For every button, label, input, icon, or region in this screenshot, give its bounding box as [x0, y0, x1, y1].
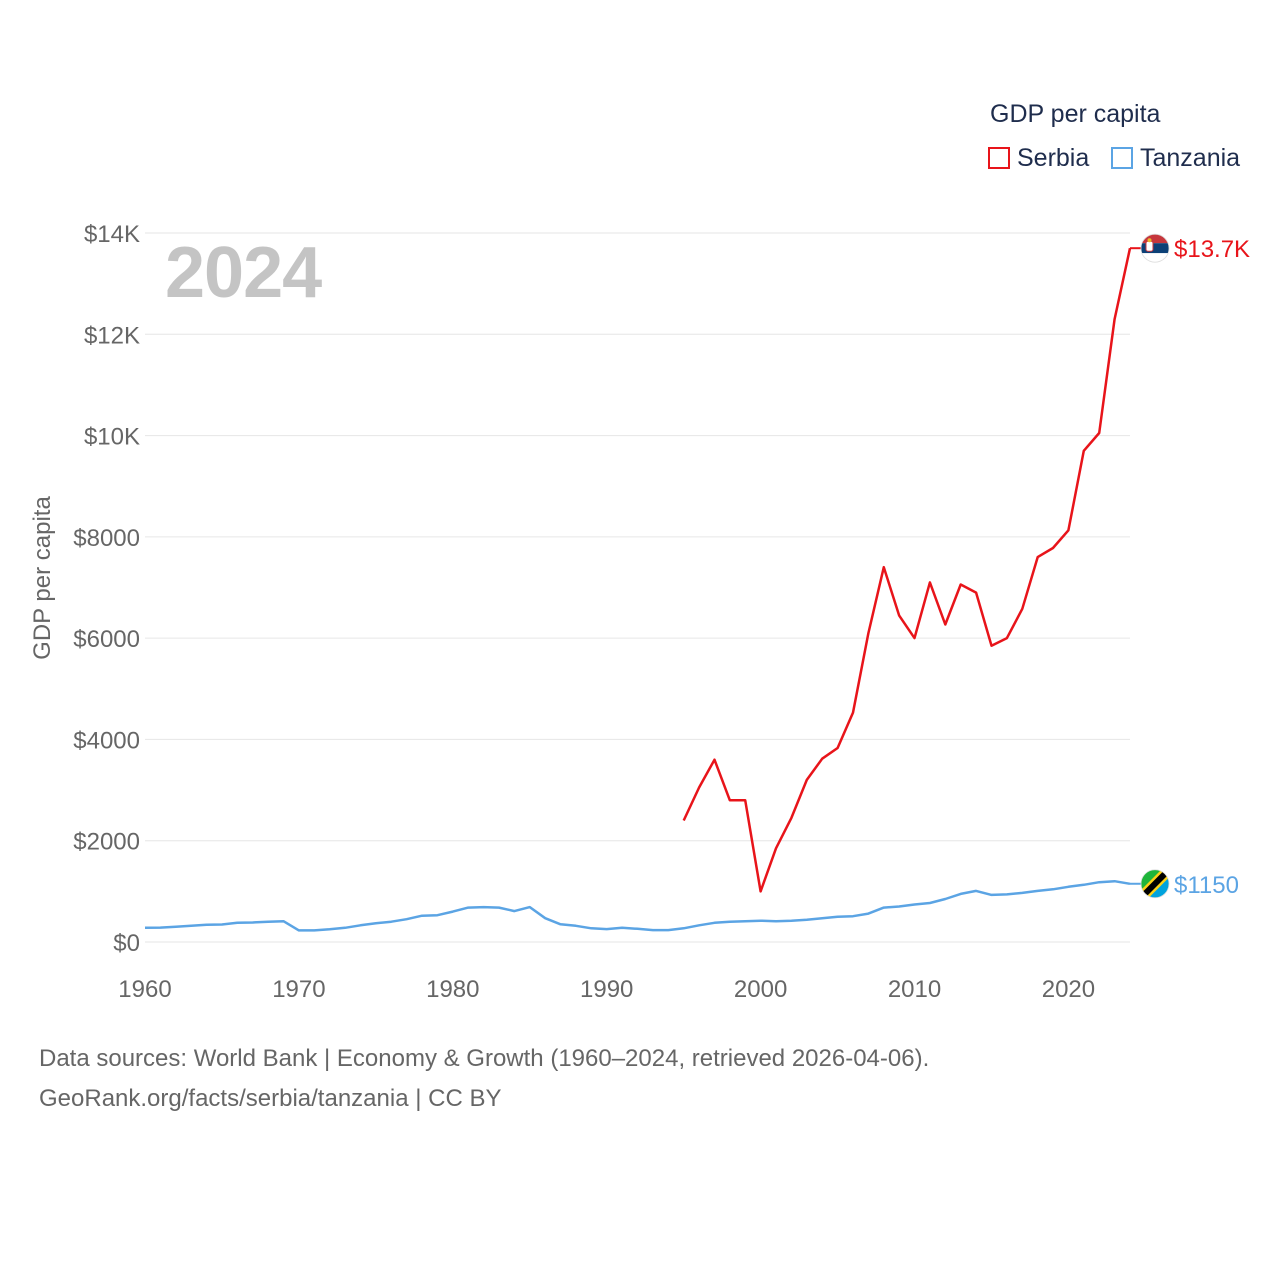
- y-tick-label: $14K: [84, 221, 140, 248]
- year-watermark: 2024: [165, 233, 322, 313]
- legend-title: GDP per capita: [990, 100, 1161, 128]
- y-tick-label: $8000: [73, 525, 140, 552]
- y-tick-label: $10K: [84, 424, 140, 451]
- y-tick-label: $6000: [73, 626, 140, 653]
- grid-lines: [145, 232, 1130, 943]
- series-end-markers: $13.7K $1150: [1130, 233, 1250, 899]
- x-tick-label: 1990: [580, 976, 633, 1003]
- legend-label-tanzania: Tanzania: [1140, 143, 1241, 172]
- series-line-tanzania[interactable]: [144, 879, 1131, 932]
- legend-item-tanzania[interactable]: Tanzania: [1111, 143, 1240, 173]
- serbia-flag-icon: [1140, 233, 1170, 263]
- x-tick-label: 2010: [888, 976, 941, 1003]
- y-tick-label: $0: [113, 930, 140, 957]
- data-source-note: Data sources: World Bank | Economy & Gro…: [39, 1045, 930, 1072]
- y-tick-label: $12K: [84, 322, 140, 349]
- y-tick-label: $2000: [73, 829, 140, 856]
- x-tick-label: 2000: [734, 976, 787, 1003]
- legend-item-serbia[interactable]: Serbia: [988, 143, 1089, 173]
- y-axis-ticks: $0 $2000 $4000 $6000 $8000 $10K $12K $14K: [73, 221, 140, 957]
- legend-swatch-serbia: [988, 147, 1010, 169]
- legend-swatch-tanzania: [1111, 147, 1133, 169]
- end-value-label-tanzania: $1150: [1174, 872, 1239, 899]
- x-tick-label: 1970: [272, 976, 325, 1003]
- source-link[interactable]: GeoRank.org/facts/serbia/tanzania | CC B…: [39, 1085, 502, 1112]
- series-lines: [144, 247, 1132, 932]
- legend-label-serbia: Serbia: [1017, 143, 1090, 172]
- series-line-serbia[interactable]: [682, 247, 1132, 893]
- y-axis-title: GDP per capita: [29, 496, 56, 660]
- tanzania-flag-icon: [1140, 869, 1170, 899]
- x-tick-label: 1980: [426, 976, 479, 1003]
- y-tick-label: $4000: [73, 727, 140, 754]
- gdp-per-capita-chart: $0$2000$4000$6000$8000$10K$12K$14K 1960 1…: [73, 221, 1250, 1003]
- x-tick-label: 1960: [118, 976, 171, 1003]
- x-tick-label: 2020: [1042, 976, 1095, 1003]
- x-axis-ticks: 1960 1970 1980 1990 2000 2010 2020: [118, 976, 1095, 1003]
- end-value-label-serbia: $13.7K: [1174, 236, 1250, 263]
